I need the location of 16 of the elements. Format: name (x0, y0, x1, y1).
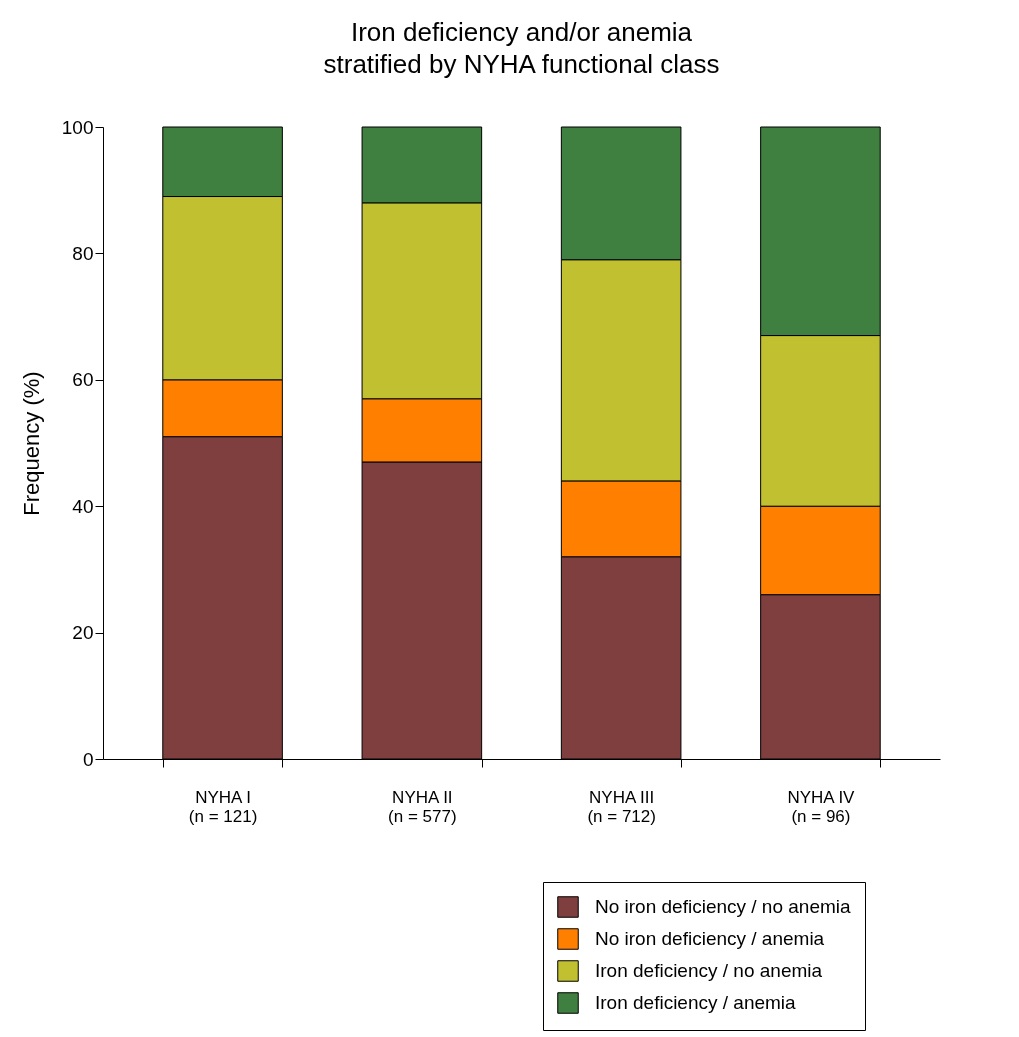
x-tick-label: NYHA IV (n = 96) (787, 787, 856, 826)
y-tick-label: 40 (72, 495, 94, 517)
x-tick-label: NYHA III (n = 712) (587, 787, 656, 826)
chart-title: Iron deficiency and/or anemia stratified by NYHA functional class (323, 17, 720, 79)
y-tick-label: 20 (72, 622, 94, 644)
y-tick-label: 100 (61, 116, 94, 138)
legend-label: Iron deficiency / anemia (595, 992, 797, 1013)
x-tick-label: NYHA II (n = 577) (388, 787, 457, 826)
y-tick-label: 80 (72, 242, 94, 264)
legend-label: Iron deficiency / no anemia (595, 960, 823, 981)
legend-label: No iron deficiency / no anemia (595, 896, 852, 917)
x-tick-label: NYHA I (n = 121) (188, 787, 258, 826)
legend-label: No iron deficiency / anemia (595, 928, 825, 949)
y-axis-title: Frequency (%) (18, 371, 44, 516)
y-tick-label: 60 (72, 369, 94, 391)
y-tick-label: 0 (82, 748, 94, 770)
